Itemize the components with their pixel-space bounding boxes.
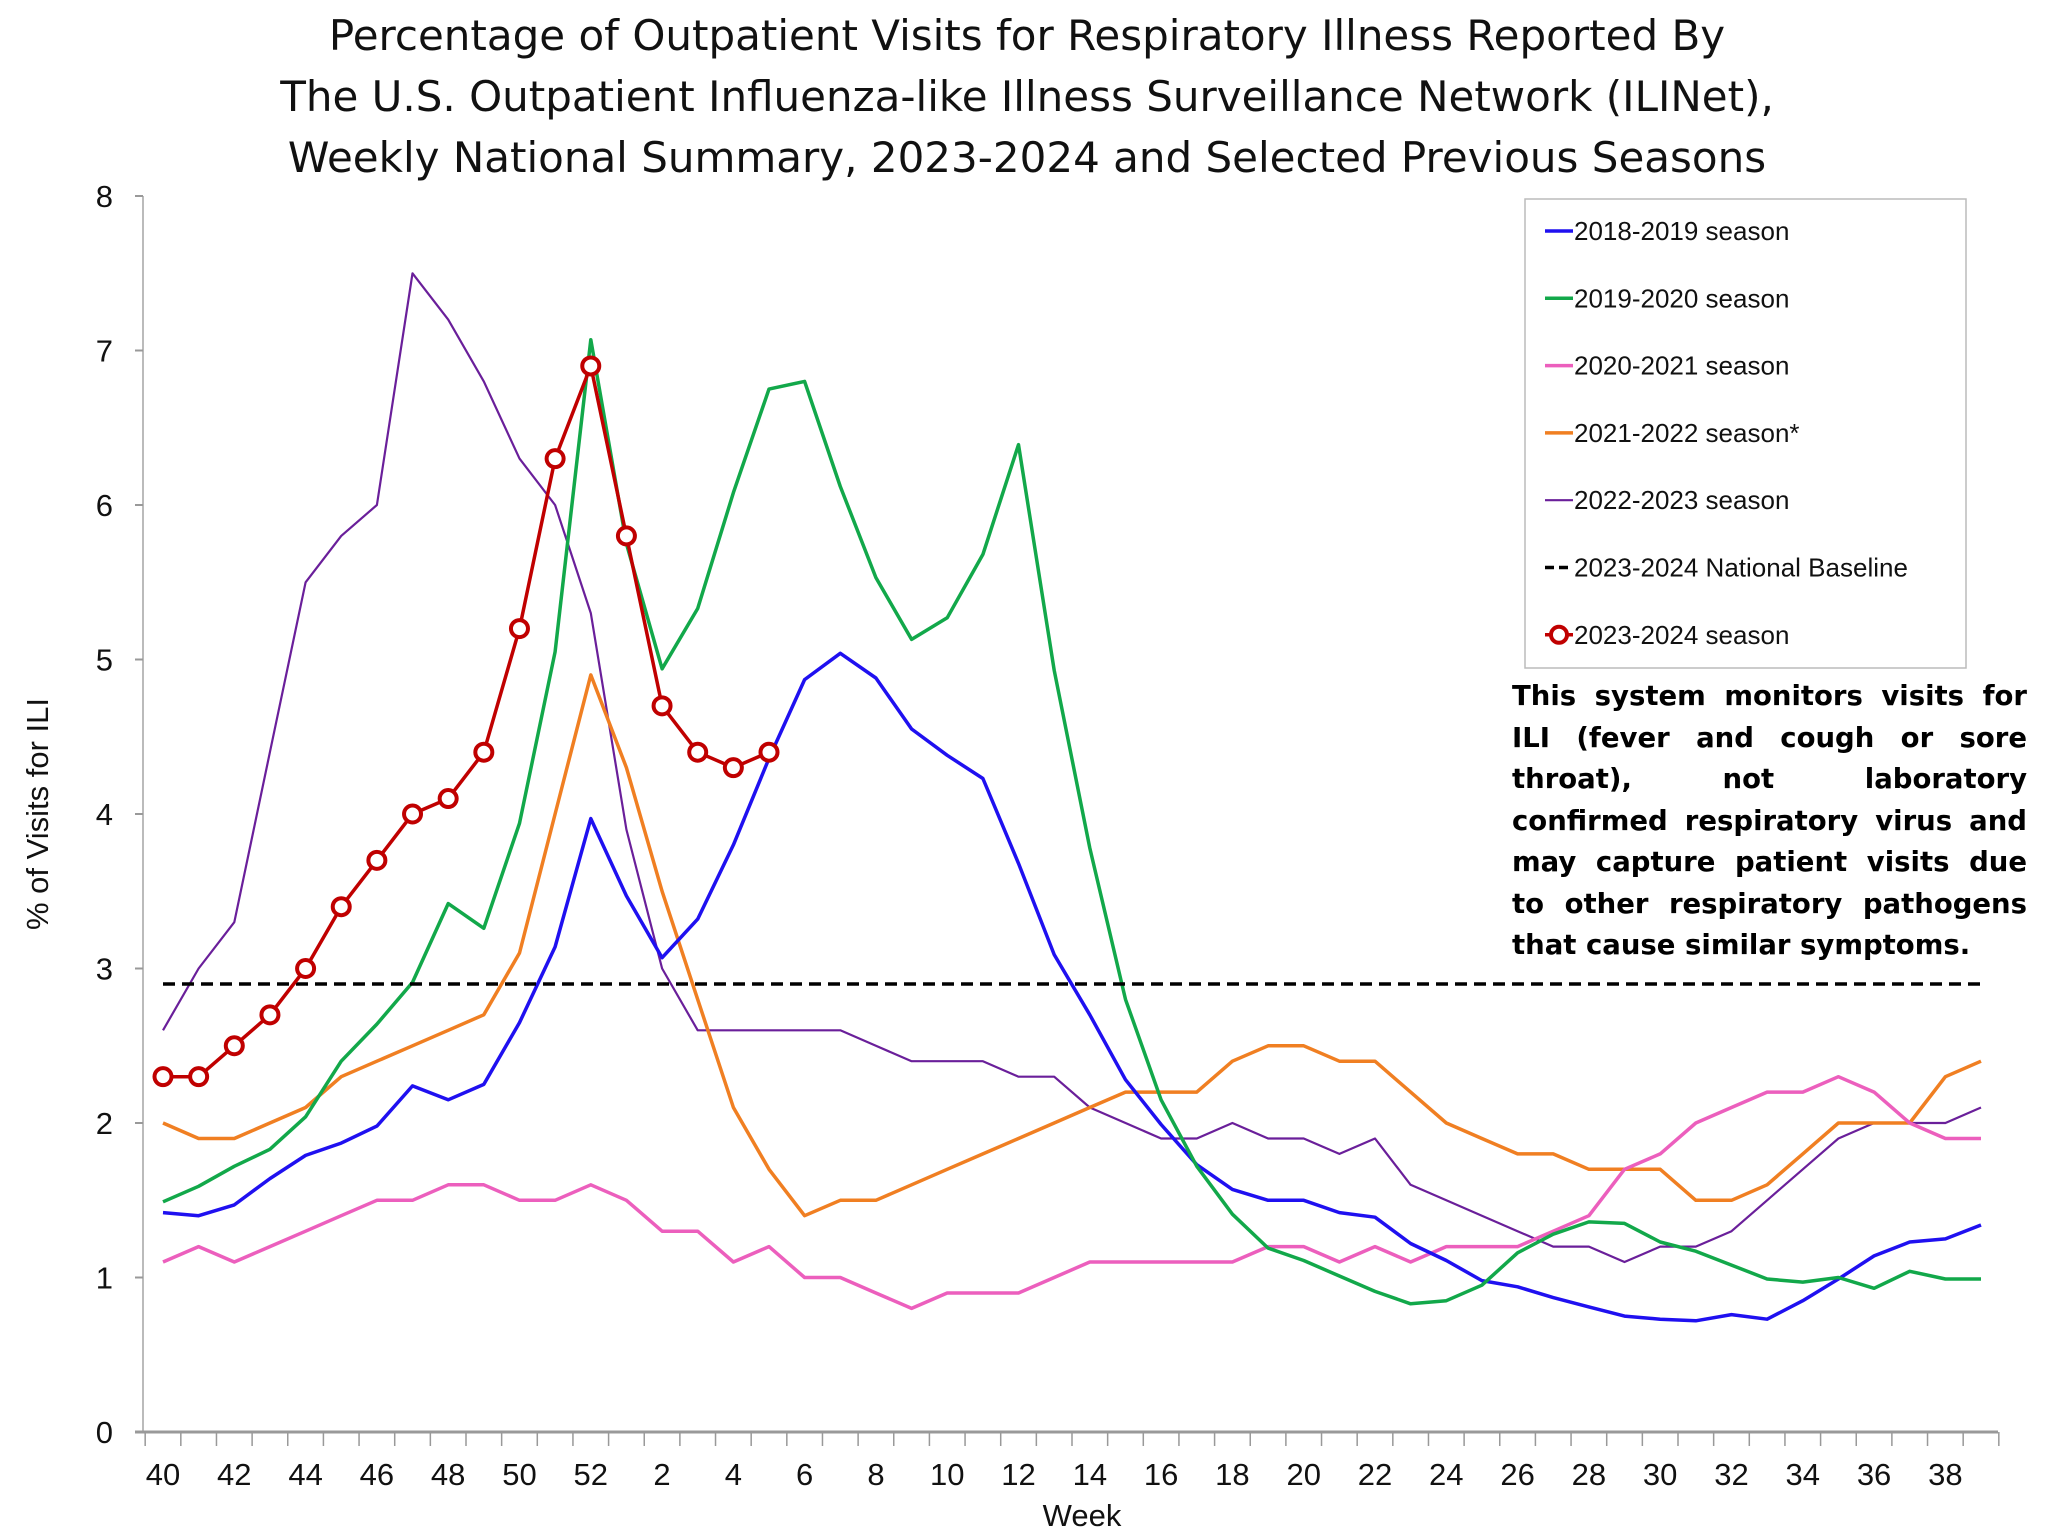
x-tick-label: 8 [867,1457,884,1492]
x-tick-label: 6 [796,1457,813,1492]
series-2023-2024-season-line [163,364,770,1079]
legend-marker [1549,624,1569,645]
x-tick-label: 28 [1572,1457,1606,1492]
x-tick-label: 32 [1714,1457,1748,1492]
x-tick-label: 42 [217,1457,251,1492]
x-tick-label: 20 [1286,1457,1320,1492]
y-tick-label: 7 [96,334,113,369]
x-tick-label: 2 [653,1457,670,1492]
legend-label: 2023-2024 season [1574,620,1789,650]
x-tick-label: 48 [431,1457,465,1492]
chart-title: Percentage of Outpatient Visits for Resp… [279,11,1774,182]
series-2020-2021-season-line [162,1074,1981,1311]
x-tick-label: 10 [930,1457,964,1492]
data-point [508,618,530,640]
x-tick-label: 16 [1144,1457,1178,1492]
y-axis-label: % of Visits for ILI [20,698,55,930]
x-tick-label: 4 [725,1457,742,1492]
data-point [722,757,744,779]
legend-item: 2022-2023 season [1545,485,1789,515]
x-tick-label: 12 [1001,1457,1035,1492]
title-line-1: Percentage of Outpatient Visits for Resp… [329,11,1725,60]
legend: 2018-2019 season 2019-2020 season 2020-202… [1524,198,1967,669]
legend-item: 2023-2024 National Baseline [1545,553,1908,583]
series-2019-2020-season-line [162,337,1981,1306]
legend-label: 2019-2020 season [1574,283,1789,313]
data-point [437,788,459,810]
legend-item: 2023-2024 season [1545,620,1789,650]
series-lines [152,272,1982,1323]
legend-label: 2023-2024 National Baseline [1574,553,1908,583]
data-point [295,958,317,979]
data-point [402,803,424,825]
data-point [152,1066,174,1088]
y-tick-label: 3 [96,952,113,987]
data-point [366,849,388,871]
legend-label: 2022-2023 season [1574,485,1789,515]
x-tick-label: 18 [1215,1457,1249,1492]
x-tick-label: 52 [574,1457,608,1492]
data-point [580,355,602,377]
x-tick-label: 24 [1429,1457,1463,1492]
y-tick-label: 2 [96,1106,113,1141]
x-tick-label: 38 [1928,1457,1962,1492]
data-point [259,1004,281,1026]
y-tick-label: 1 [96,1261,113,1296]
x-tick-label: 40 [146,1457,180,1492]
legend-label: 2018-2019 season [1574,216,1789,246]
data-point [223,1035,245,1057]
data-point [544,448,566,470]
legend-item: 2020-2021 season [1545,351,1789,381]
x-tick-label: 46 [360,1457,394,1492]
legend-item: 2021-2022 season* [1545,418,1800,448]
x-tick-label: 22 [1358,1457,1392,1492]
data-point [651,695,673,717]
x-tick-label: 26 [1500,1457,1534,1492]
x-tick-label: 50 [502,1457,536,1492]
legend-box [1524,198,1967,669]
x-tick-label: 34 [1786,1457,1820,1492]
data-point [758,741,780,763]
data-point [188,1066,210,1088]
x-tick-label: 36 [1857,1457,1891,1492]
legend-label: 2021-2022 season* [1574,418,1800,448]
annotation-note: This system monitors visits for ILI (fev… [1512,680,2027,961]
data-point [615,525,637,547]
data-point [687,741,709,763]
data-point [473,741,495,763]
x-tick-label: 44 [288,1457,322,1492]
x-axis-label: Week [1043,1498,1122,1533]
x-tick-label: 14 [1073,1457,1107,1492]
legend-item: 2019-2020 season [1545,283,1789,313]
y-tick-label: 0 [96,1415,113,1450]
legend-label: 2020-2021 season [1574,351,1789,381]
series-2021-2022-season-line [162,673,1982,1218]
y-tick-label: 4 [96,797,113,832]
series-2018-2019-season-line [162,651,1982,1323]
x-tick-label: 30 [1643,1457,1677,1492]
y-tick-label: 8 [96,179,113,214]
y-tick-label: 5 [96,643,113,678]
y-tick-label: 6 [96,488,113,523]
title-line-3: Weekly National Summary, 2023-2024 and S… [288,133,1766,182]
data-point [330,896,352,918]
legend-item: 2018-2019 season [1545,216,1789,246]
title-line-2: The U.S. Outpatient Influenza-like Illne… [279,72,1774,121]
